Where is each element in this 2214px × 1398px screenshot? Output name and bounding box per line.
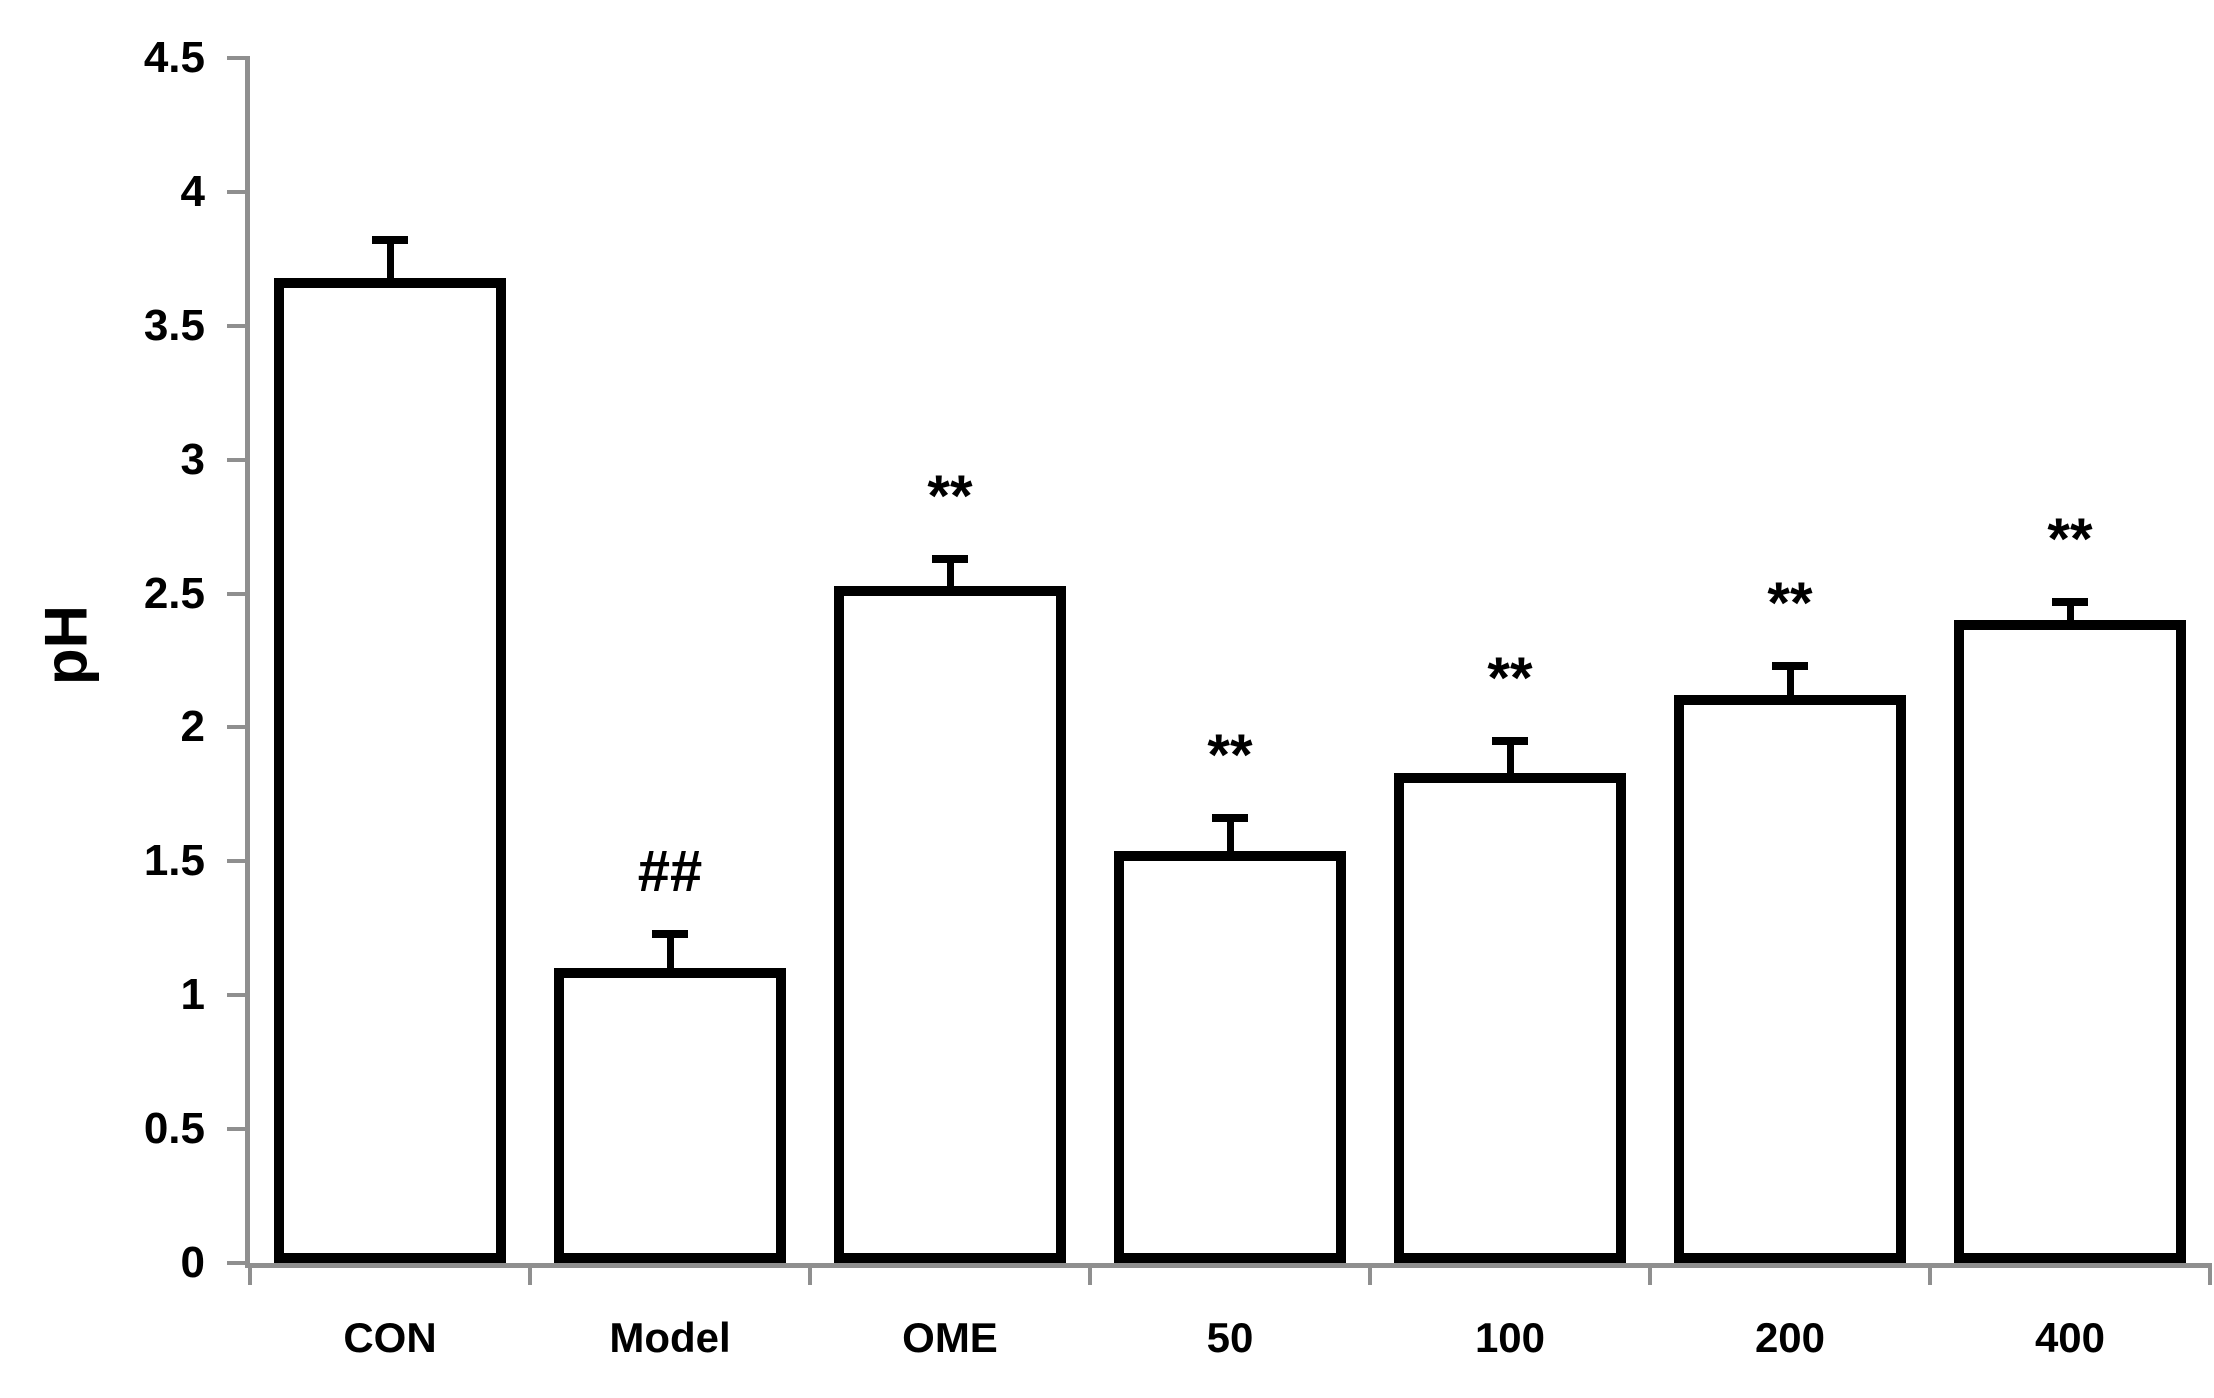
x-axis-tick-label: 400 bbox=[2034, 1314, 2106, 1361]
y-axis-tick-label: 3.5 bbox=[143, 300, 205, 350]
error-bar-cap bbox=[2052, 597, 2088, 606]
y-axis-tick-label: 4.5 bbox=[143, 33, 205, 82]
error-bar-line bbox=[666, 933, 674, 971]
error-bar-line bbox=[946, 558, 954, 588]
error-bar-cap bbox=[932, 554, 968, 563]
significance-annotation: ** bbox=[1487, 645, 1533, 711]
error-bar-cap bbox=[372, 236, 408, 245]
error-bar-cap bbox=[1212, 814, 1248, 823]
significance-annotation: ** bbox=[2047, 506, 2093, 572]
bar bbox=[1954, 620, 2186, 1263]
bar bbox=[1674, 695, 1906, 1263]
error-bar-line bbox=[2066, 601, 2074, 623]
x-axis-tick-label: CON bbox=[343, 1314, 437, 1361]
y-axis-tick bbox=[227, 323, 245, 328]
y-axis-tick bbox=[227, 591, 245, 596]
y-axis-tick bbox=[227, 993, 245, 998]
error-bar-line bbox=[386, 240, 394, 280]
y-axis-tick-label: 1 bbox=[180, 970, 205, 1020]
y-axis-tick bbox=[227, 56, 245, 60]
y-axis-tick-label: 2 bbox=[180, 702, 205, 752]
error-bar-line bbox=[1786, 665, 1794, 698]
x-axis-tick bbox=[808, 1263, 812, 1285]
bar bbox=[1394, 772, 1626, 1263]
bar bbox=[274, 277, 506, 1263]
x-axis-tick-label: Model bbox=[609, 1314, 731, 1361]
error-bar-cap bbox=[652, 929, 688, 938]
y-axis-tick bbox=[227, 189, 245, 194]
y-axis-tick bbox=[227, 1261, 245, 1265]
x-axis-tick-label: 200 bbox=[1754, 1314, 1826, 1361]
bar bbox=[554, 968, 786, 1263]
y-axis-tick-label: 2.5 bbox=[143, 568, 205, 618]
y-axis-tick-label: 1.5 bbox=[143, 836, 205, 886]
y-axis-tick-label: 4 bbox=[180, 166, 205, 216]
bar bbox=[834, 585, 1066, 1263]
significance-annotation: ## bbox=[637, 838, 703, 904]
error-bar-cap bbox=[1772, 661, 1808, 670]
x-axis-tick bbox=[1928, 1263, 1932, 1285]
y-axis-line bbox=[245, 56, 250, 1268]
y-axis-tick bbox=[227, 859, 245, 864]
x-axis-tick bbox=[248, 1263, 252, 1285]
y-axis-tick-label: 0.5 bbox=[143, 1104, 205, 1154]
x-axis-tick bbox=[1368, 1263, 1372, 1285]
x-axis-tick bbox=[2208, 1263, 2212, 1285]
error-bar-line bbox=[1226, 818, 1234, 853]
significance-annotation: ** bbox=[927, 463, 973, 529]
significance-annotation: ** bbox=[1207, 723, 1253, 789]
error-bar-cap bbox=[1492, 736, 1528, 745]
significance-annotation: ** bbox=[1767, 570, 1813, 636]
bar bbox=[1114, 850, 1346, 1263]
y-axis-tick-label: 3 bbox=[180, 434, 205, 484]
x-axis-tick-label: 100 bbox=[1474, 1314, 1546, 1361]
x-axis-tick-label: OME bbox=[902, 1314, 998, 1361]
x-axis-tick bbox=[1088, 1263, 1092, 1285]
x-axis-line bbox=[245, 1263, 2210, 1268]
x-axis-tick bbox=[1648, 1263, 1652, 1285]
y-axis-tick bbox=[227, 457, 245, 462]
x-axis-tick-label: 50 bbox=[1206, 1314, 1254, 1361]
y-axis-tick-label: 0 bbox=[180, 1238, 205, 1287]
y-axis-tick bbox=[227, 725, 245, 730]
y-axis-tick bbox=[227, 1127, 245, 1132]
error-bar-line bbox=[1506, 740, 1514, 775]
x-axis-tick bbox=[528, 1263, 532, 1285]
